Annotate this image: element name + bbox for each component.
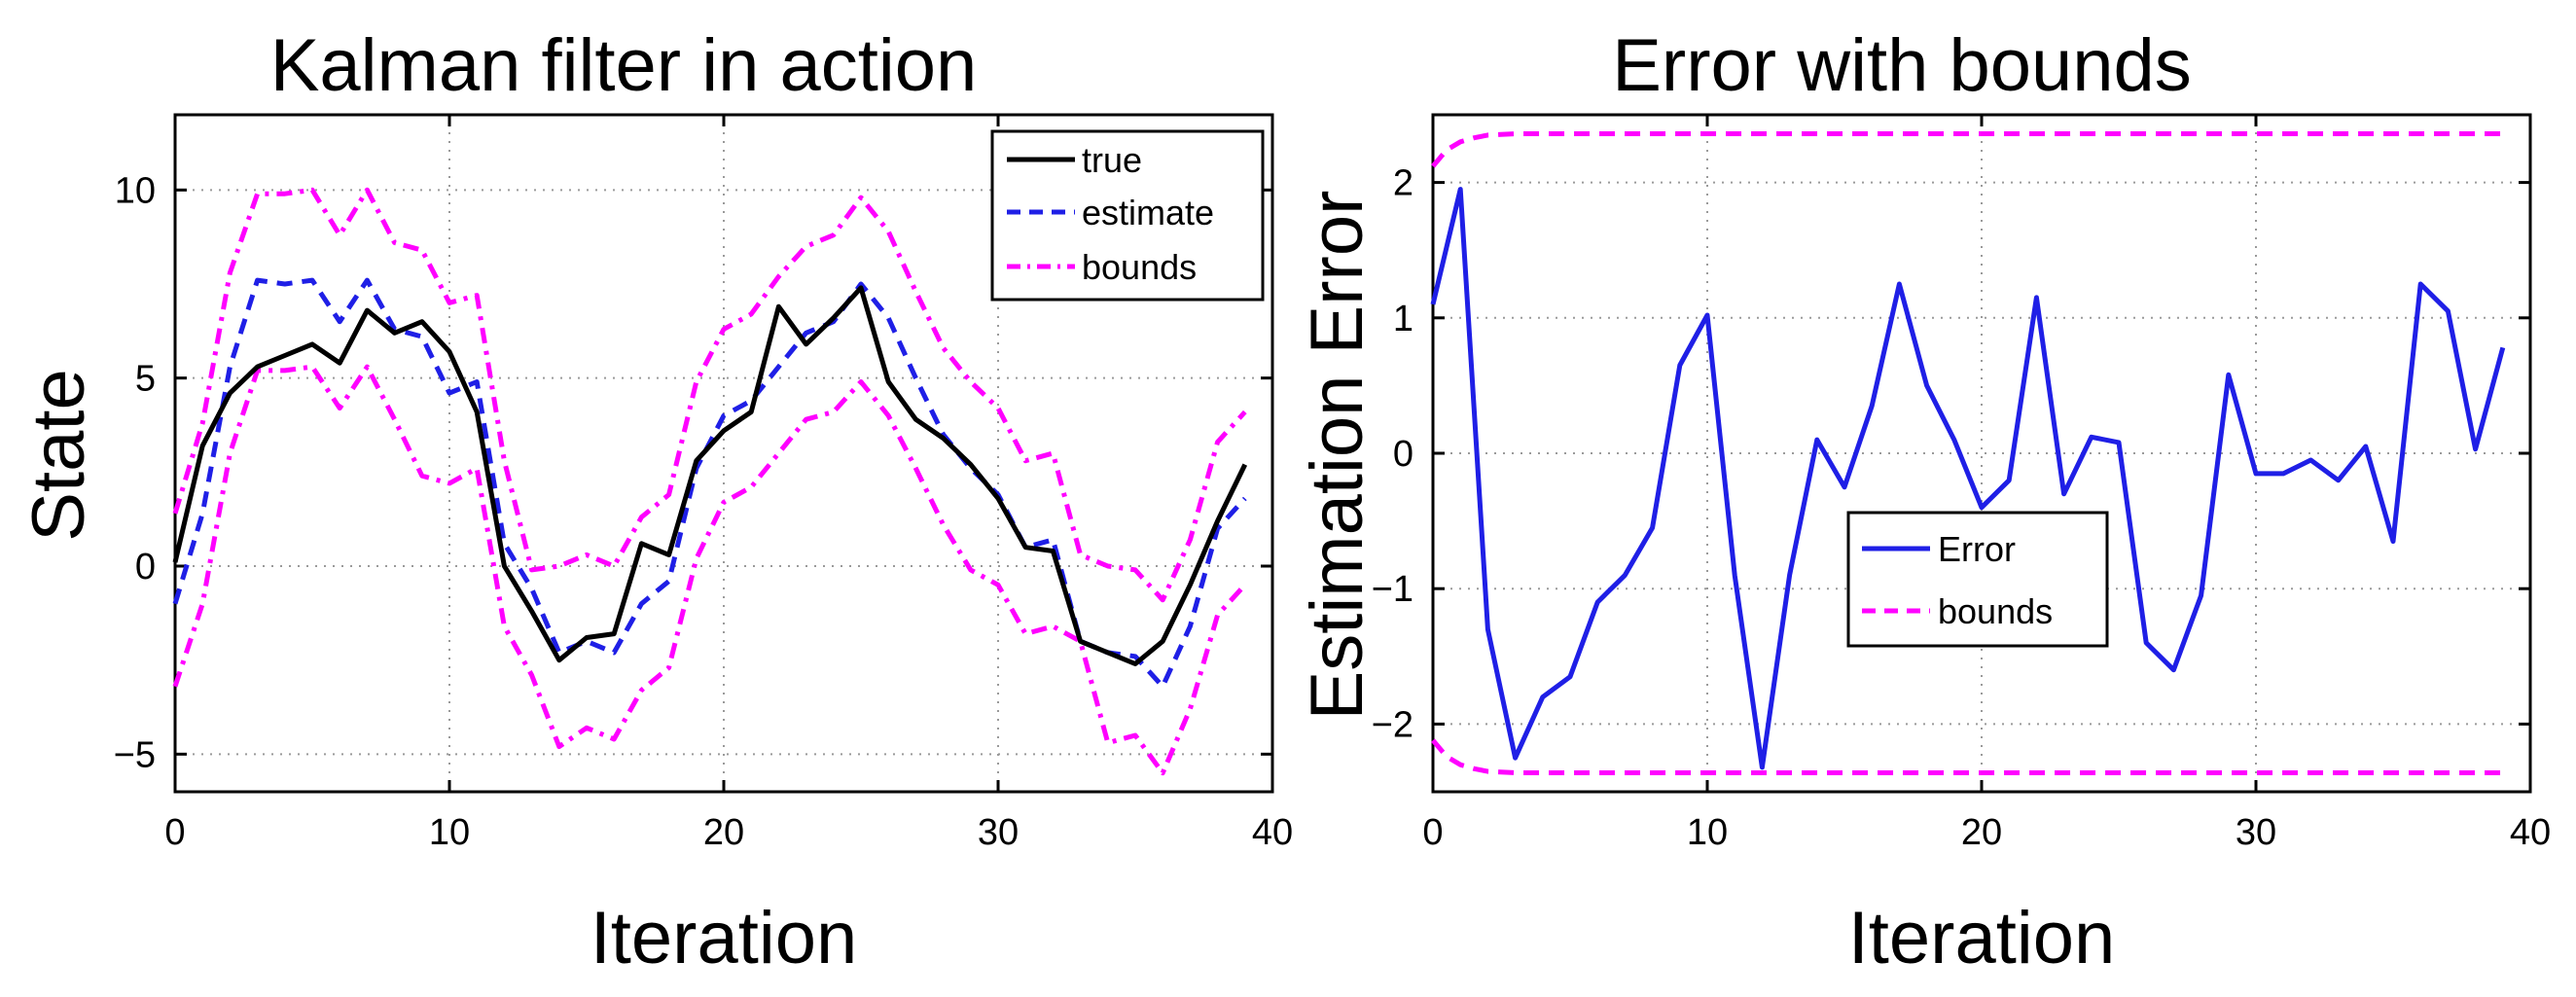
series-line-bounds-lower bbox=[172, 364, 1247, 776]
series-line-bounds bbox=[172, 187, 1247, 603]
y-tick-label: 0 bbox=[1393, 434, 1413, 475]
y-axis-label: Estimation Error bbox=[1296, 191, 1378, 721]
legend-box bbox=[1846, 511, 2109, 648]
x-tick-label: 20 bbox=[703, 812, 744, 853]
legend-label-error: Error bbox=[1938, 529, 2016, 569]
y-tick-label: −2 bbox=[1372, 704, 1413, 745]
x-tick-label: 10 bbox=[1687, 812, 1728, 853]
legend-label-true: true bbox=[1082, 140, 1142, 180]
series-line-true bbox=[172, 285, 1248, 666]
x-tick-label: 10 bbox=[429, 812, 470, 853]
ticks: 0 10 20 30 40 −2 −1 0 1 2 bbox=[1372, 115, 2551, 853]
x-tick-label: 40 bbox=[1252, 812, 1293, 853]
legend-label-bounds: bounds bbox=[1082, 247, 1197, 287]
x-tick-label: 0 bbox=[1422, 812, 1443, 853]
y-tick-label: −1 bbox=[1372, 569, 1413, 610]
chart-kalman-state: Kalman filter in action 0 10 20 30 40−50510 … bbox=[18, 24, 1293, 979]
y-tick-label: 2 bbox=[1393, 163, 1413, 204]
x-tick-label: 40 bbox=[2510, 812, 2551, 853]
series-line-bounds bbox=[1431, 131, 2503, 168]
legend-label-bounds: bounds bbox=[1938, 591, 2053, 631]
x-tick-label: 30 bbox=[2236, 812, 2276, 853]
y-tick-label: 5 bbox=[135, 359, 156, 400]
y-tick-label: −5 bbox=[114, 734, 156, 775]
y-axis-label: State bbox=[18, 369, 100, 541]
x-axis-label: Iteration bbox=[1848, 897, 2116, 979]
y-tick-label: 10 bbox=[115, 170, 156, 211]
legend-label-estimate: estimate bbox=[1082, 193, 1214, 232]
y-tick-label: 0 bbox=[135, 547, 156, 588]
series-group bbox=[172, 187, 1248, 776]
series-line-error bbox=[1430, 187, 2506, 770]
x-tick-label: 0 bbox=[164, 812, 185, 853]
legend: true estimate bounds bbox=[990, 129, 1265, 302]
series-line-bounds-lower bbox=[1431, 738, 2503, 775]
x-axis-label: Iteration bbox=[590, 897, 858, 979]
chart-title: Error with bounds bbox=[1612, 24, 2192, 107]
chart-error-bounds: Error with bounds 0 10 20 30 40 −2 −1 0 1 2 Itera… bbox=[1296, 24, 2551, 979]
legend: Error bounds bbox=[1846, 511, 2109, 648]
series-group bbox=[1430, 131, 2506, 775]
chart-title: Kalman filter in action bbox=[270, 24, 978, 107]
x-tick-label: 30 bbox=[978, 812, 1019, 853]
y-tick-label: 1 bbox=[1393, 299, 1413, 339]
x-tick-label: 20 bbox=[1961, 812, 2002, 853]
series-line-estimate bbox=[172, 277, 1247, 690]
